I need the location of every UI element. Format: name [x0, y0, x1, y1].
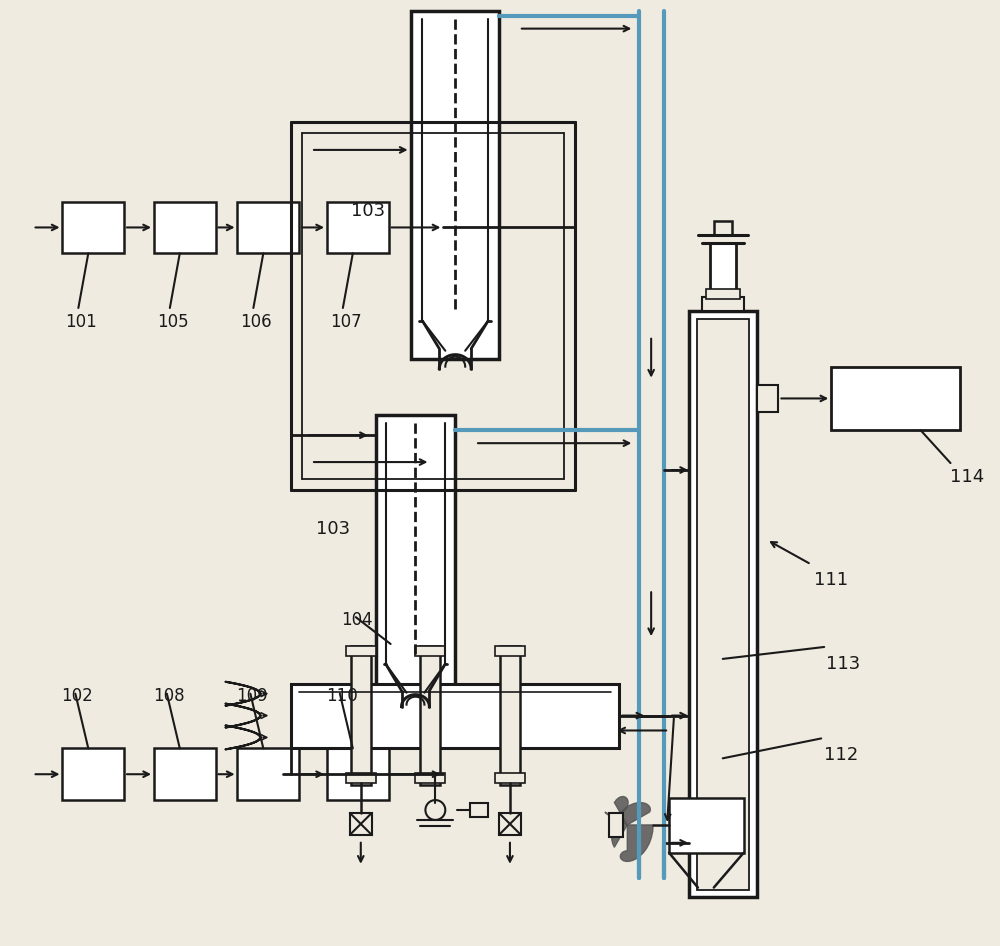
Bar: [376, 415, 455, 699]
Bar: [689, 311, 757, 898]
Bar: [327, 748, 389, 800]
Text: 109: 109: [236, 687, 268, 705]
Bar: [831, 367, 960, 430]
Bar: [327, 201, 389, 254]
Bar: [237, 748, 299, 800]
Text: 103: 103: [351, 201, 385, 219]
Bar: [350, 813, 372, 835]
Bar: [411, 10, 499, 359]
Bar: [470, 803, 488, 817]
Bar: [669, 798, 744, 852]
Polygon shape: [605, 797, 628, 825]
Bar: [154, 748, 216, 800]
Text: 113: 113: [826, 655, 860, 673]
Text: 106: 106: [240, 313, 272, 331]
Bar: [499, 813, 521, 835]
Text: 114: 114: [950, 468, 985, 486]
Bar: [154, 201, 216, 254]
Bar: [710, 243, 736, 311]
Text: 108: 108: [153, 687, 185, 705]
Bar: [346, 773, 376, 783]
Bar: [609, 813, 623, 837]
Bar: [714, 221, 732, 236]
Bar: [757, 384, 778, 412]
Bar: [62, 201, 124, 254]
Bar: [420, 646, 440, 785]
Bar: [697, 319, 749, 889]
Text: 102: 102: [61, 687, 93, 705]
Bar: [415, 646, 445, 656]
Bar: [62, 748, 124, 800]
Bar: [346, 646, 376, 656]
Text: 101: 101: [65, 313, 97, 331]
Polygon shape: [620, 825, 653, 862]
Bar: [291, 684, 619, 748]
Text: 110: 110: [326, 687, 358, 705]
Text: 107: 107: [330, 313, 362, 331]
Bar: [706, 289, 740, 299]
Bar: [495, 773, 525, 783]
Text: 111: 111: [814, 571, 848, 589]
Bar: [702, 297, 744, 311]
Bar: [500, 646, 520, 785]
Bar: [351, 646, 371, 785]
Text: 104: 104: [341, 611, 373, 629]
Bar: [237, 201, 299, 254]
Bar: [415, 773, 445, 783]
Polygon shape: [611, 802, 650, 848]
Text: 103: 103: [316, 519, 350, 537]
Text: 105: 105: [157, 313, 189, 331]
Text: 112: 112: [824, 746, 858, 764]
Bar: [495, 646, 525, 656]
